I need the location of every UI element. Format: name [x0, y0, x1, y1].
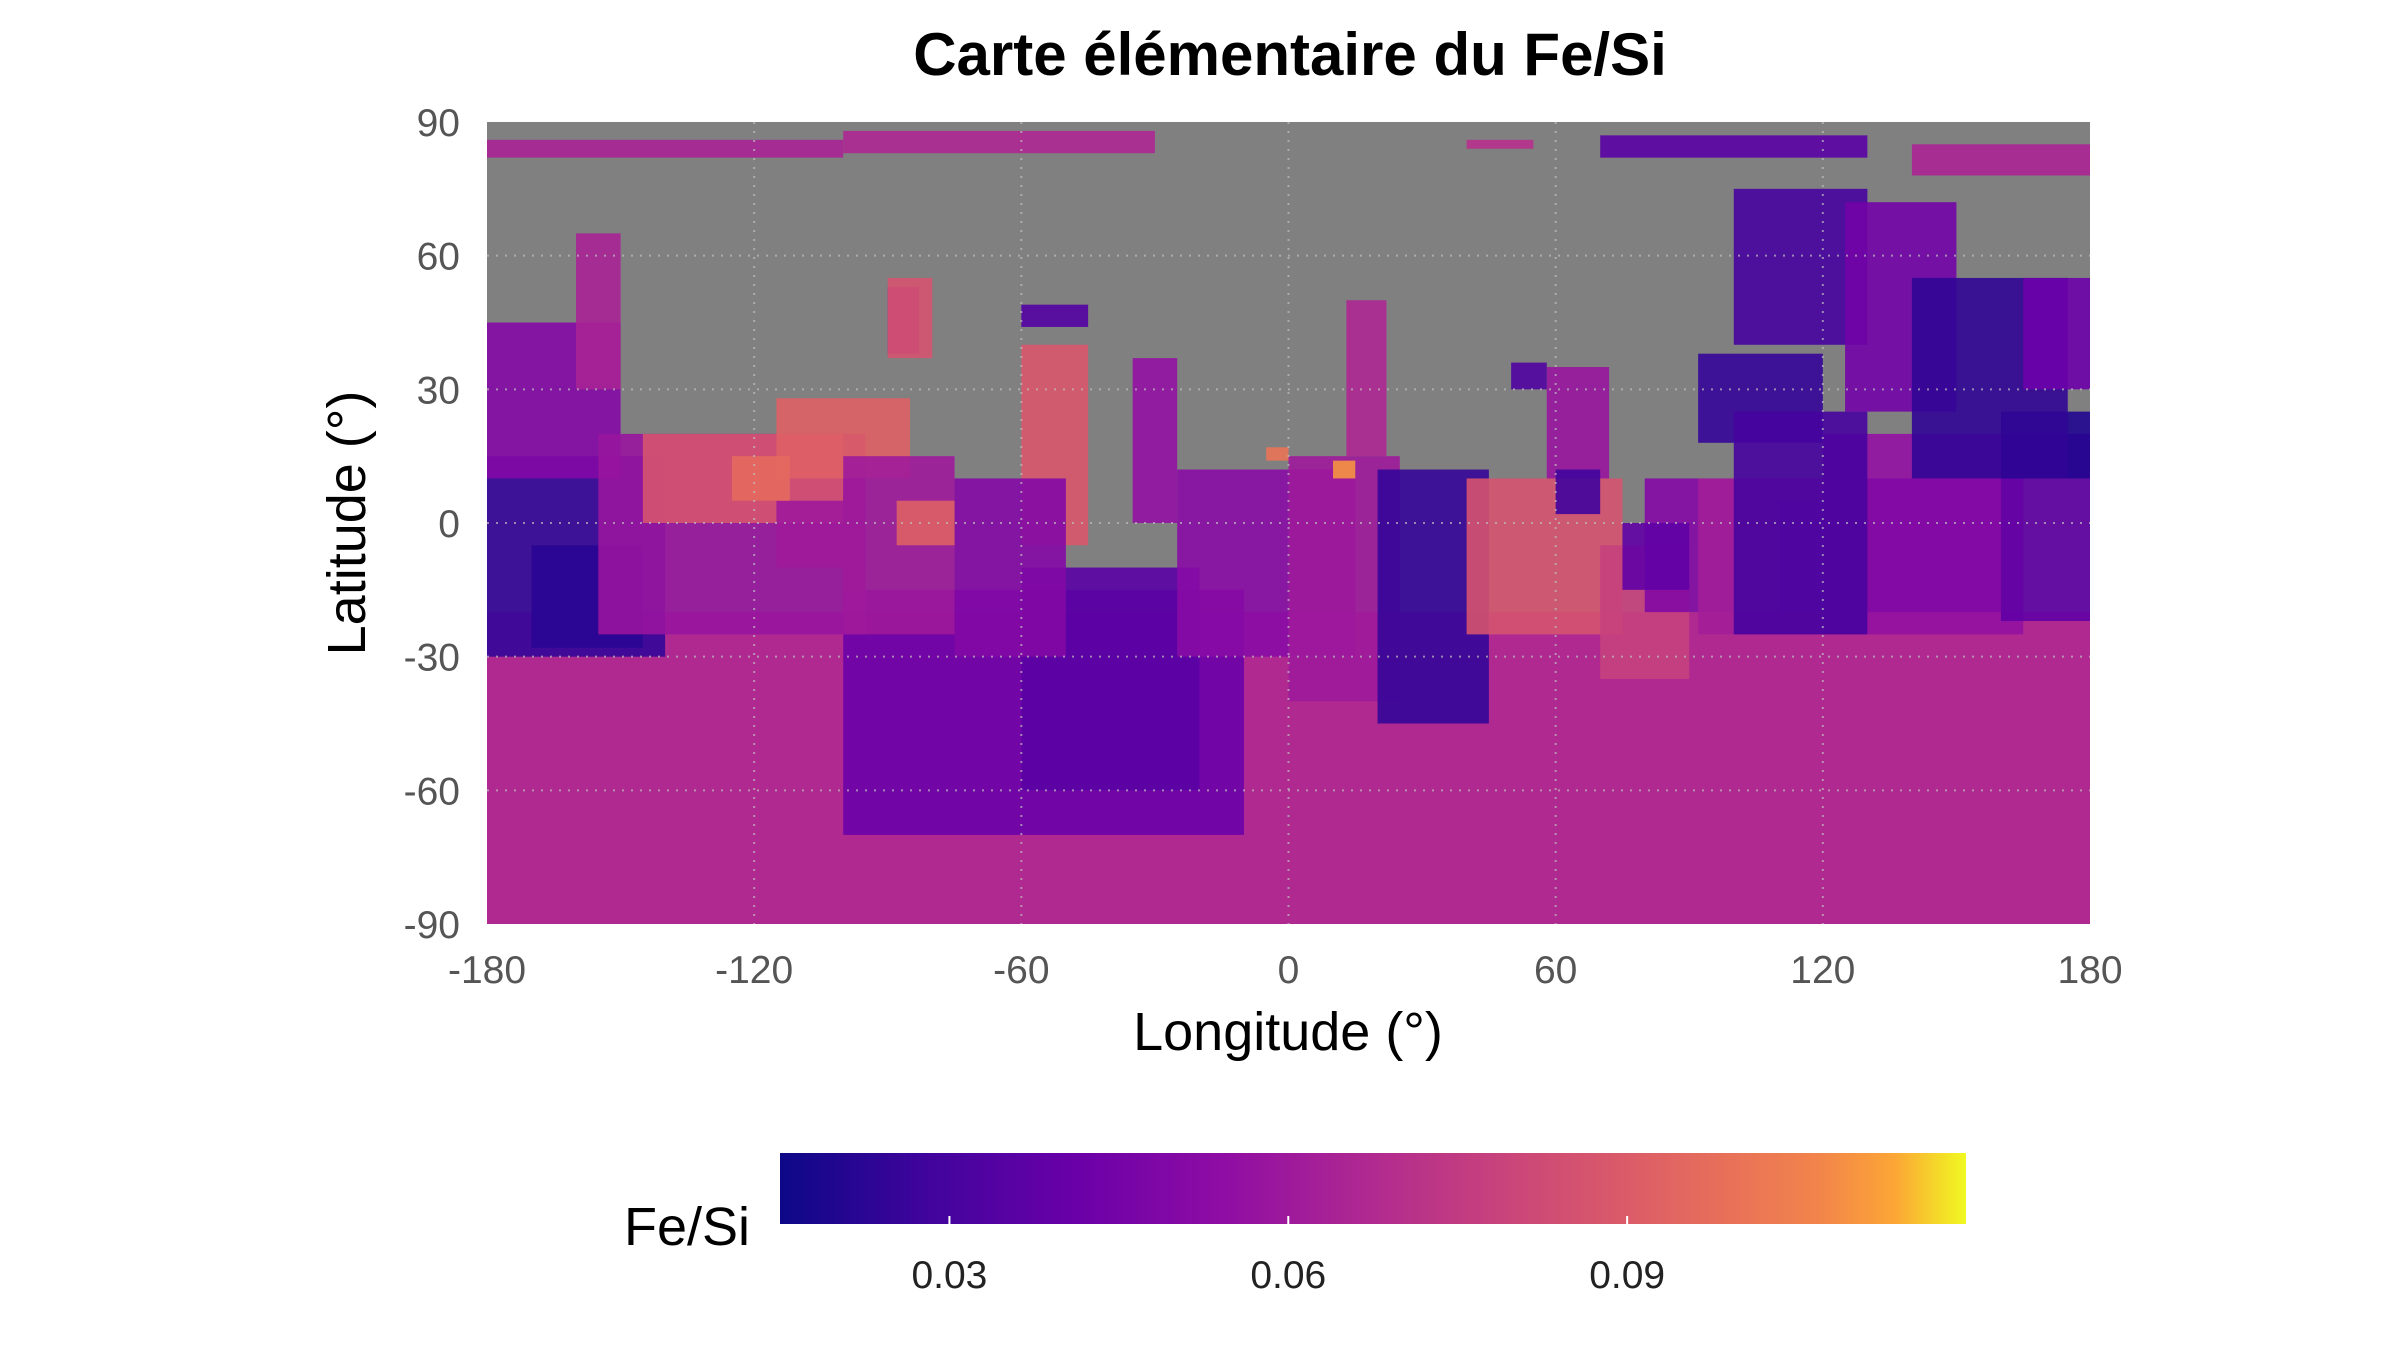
y-tick-label: 90: [417, 102, 460, 145]
heatmap-region: [1346, 300, 1387, 457]
heatmap-region: [1466, 139, 1534, 149]
heatmap-region: [1555, 469, 1601, 515]
colorbar: [780, 1153, 1966, 1224]
heatmap-region: [1333, 460, 1356, 479]
heatmap-region: [487, 139, 844, 158]
x-tick-label: 180: [2057, 949, 2122, 992]
y-tick-label: -30: [404, 637, 460, 680]
heatmap-region: [843, 130, 1155, 154]
heatmap-region: [1132, 358, 1178, 523]
heatmap-region: [731, 456, 790, 501]
x-tick-label: -120: [715, 949, 793, 992]
y-axis-label: Latitude (°): [317, 391, 377, 656]
heatmap-region: [1867, 478, 2001, 613]
x-tick-label: 0: [1278, 949, 1300, 992]
heatmap-region: [776, 500, 866, 568]
heatmap-region: [2023, 277, 2090, 390]
y-tick-label: 30: [417, 369, 460, 412]
heatmap-region: [954, 478, 1066, 657]
x-tick-label: -180: [448, 949, 526, 992]
x-axis-ticks: -180 -120 -60 0 60 120 180: [448, 949, 2123, 992]
heatmap-region: [887, 277, 933, 359]
colorbar-tick-label: 0.06: [1250, 1254, 1326, 1297]
heatmap-region: [1021, 304, 1089, 327]
heatmap-region: [576, 233, 621, 390]
heatmap-region: [1622, 523, 1690, 590]
heatmap-region: [1911, 144, 2090, 176]
y-axis-ticks: 90 60 30 0 -30 -60 -90: [404, 102, 460, 947]
colorbar-tick-label: 0.03: [911, 1254, 987, 1297]
colorbar-tick-label: 0.09: [1589, 1254, 1665, 1297]
y-tick-label: 0: [438, 503, 460, 546]
x-tick-label: 60: [1534, 949, 1577, 992]
heatmap-region: [896, 500, 955, 546]
y-tick-label: -60: [404, 770, 460, 813]
x-tick-label: -60: [993, 949, 1049, 992]
grid: [487, 122, 2090, 924]
y-tick-label: 60: [417, 236, 460, 279]
y-tick-label: -90: [404, 904, 460, 947]
heatmap-region: [1511, 362, 1547, 390]
heatmap-region: [1546, 367, 1610, 479]
heatmap-region: [1266, 447, 1289, 461]
chart-title: Carte élémentaire du Fe/Si: [913, 21, 1667, 88]
heatmap-region: [1600, 135, 1868, 158]
heatmap-regions: [487, 130, 2090, 924]
colorbar-ticks: 0.03 0.06 0.09: [911, 1216, 1665, 1297]
x-axis-label: Longitude (°): [1133, 1002, 1443, 1062]
x-tick-label: 120: [1790, 949, 1855, 992]
colorbar-label: Fe/Si: [624, 1197, 750, 1257]
